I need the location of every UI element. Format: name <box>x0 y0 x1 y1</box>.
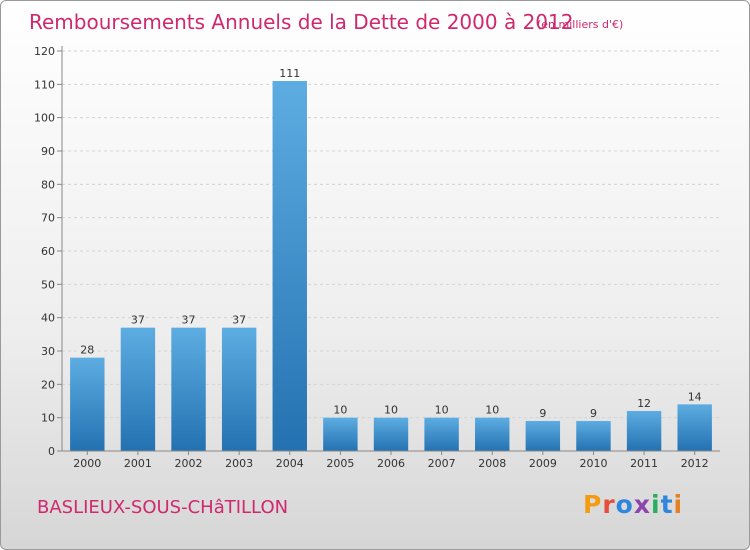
x-tick-label: 2012 <box>681 457 709 470</box>
x-axis: 2000 2001 2002 2003 2004 2005 2006 2007 2008 2009… <box>62 450 720 470</box>
bar-value-label: 10 <box>384 404 398 417</box>
x-tick-label: 2002 <box>175 457 203 470</box>
bar-value-label: 14 <box>688 390 702 403</box>
bar <box>221 327 257 451</box>
x-tick-label: 2006 <box>377 457 405 470</box>
chart-subtitle: (en milliers d'€) <box>537 18 624 31</box>
bar-value-label: 10 <box>333 404 347 417</box>
logo-letter: i <box>651 490 661 519</box>
x-tick-label: 2011 <box>630 457 658 470</box>
bar-value-label: 12 <box>637 397 651 410</box>
y-tick-label: 120 <box>34 45 55 58</box>
y-tick-label: 10 <box>41 412 55 425</box>
bar <box>272 81 307 451</box>
bar <box>171 327 206 451</box>
bar <box>626 411 662 451</box>
y-tick-label: 0 <box>48 445 55 458</box>
y-tick-label: 100 <box>34 112 55 125</box>
bar-value-label: 9 <box>590 407 597 420</box>
bar <box>323 417 358 451</box>
logo-letter: t <box>660 490 674 519</box>
y-axis: 0 10 20 30 40 50 60 70 80 90 100 110 120 <box>34 45 63 458</box>
x-tick-label: 2003 <box>225 457 253 470</box>
y-tick-label: 20 <box>41 378 55 391</box>
logo-letter: r <box>602 490 616 519</box>
logo-letter: o <box>615 490 634 519</box>
bar-value-label: 37 <box>232 314 246 327</box>
y-tick-label: 80 <box>41 178 55 191</box>
bar-value-label: 28 <box>80 344 94 357</box>
bar-value-label: 37 <box>182 314 196 327</box>
bar <box>525 421 561 451</box>
x-tick-label: 2007 <box>428 457 456 470</box>
bar-value-label: 111 <box>279 67 300 80</box>
bar-value-label: 9 <box>539 407 546 420</box>
y-tick-label: 110 <box>34 78 55 91</box>
bar <box>373 417 409 451</box>
bar <box>677 404 712 451</box>
chart-title: Remboursements Annuels de la Dette de 20… <box>29 10 574 34</box>
bar <box>475 417 510 451</box>
x-tick-label: 2005 <box>326 457 354 470</box>
y-tick-label: 60 <box>41 245 55 258</box>
x-tick-label: 2008 <box>478 457 506 470</box>
x-tick-label: 2010 <box>579 457 607 470</box>
y-tick-label: 70 <box>41 212 55 225</box>
y-tick-label: 40 <box>41 312 55 325</box>
bar <box>70 357 105 451</box>
proxiti-logo[interactable]: Proxiti <box>583 490 683 519</box>
bar <box>576 421 611 451</box>
grid-lines <box>62 50 720 419</box>
logo-letter: i <box>673 490 684 519</box>
y-tick-label: 50 <box>41 278 55 291</box>
x-tick-label: 2000 <box>73 457 101 470</box>
y-tick-label: 90 <box>41 145 55 158</box>
bar <box>424 417 459 451</box>
bar-value-label: 37 <box>131 314 145 327</box>
bar <box>120 327 156 451</box>
commune-name: BASLIEUX-SOUS-CHâTILLON <box>37 497 289 518</box>
x-tick-label: 2004 <box>276 457 304 470</box>
bar-value-label: 10 <box>435 404 449 417</box>
x-tick-label: 2009 <box>529 457 557 470</box>
x-tick-label: 2001 <box>124 457 152 470</box>
bar-value-label: 10 <box>485 404 499 417</box>
y-tick-label: 30 <box>41 345 55 358</box>
bars: 28 37 37 37 111 10 10 10 10 9 9 12 14 <box>70 67 712 451</box>
logo-letter: x <box>633 490 651 519</box>
logo-letter: P <box>583 490 603 519</box>
